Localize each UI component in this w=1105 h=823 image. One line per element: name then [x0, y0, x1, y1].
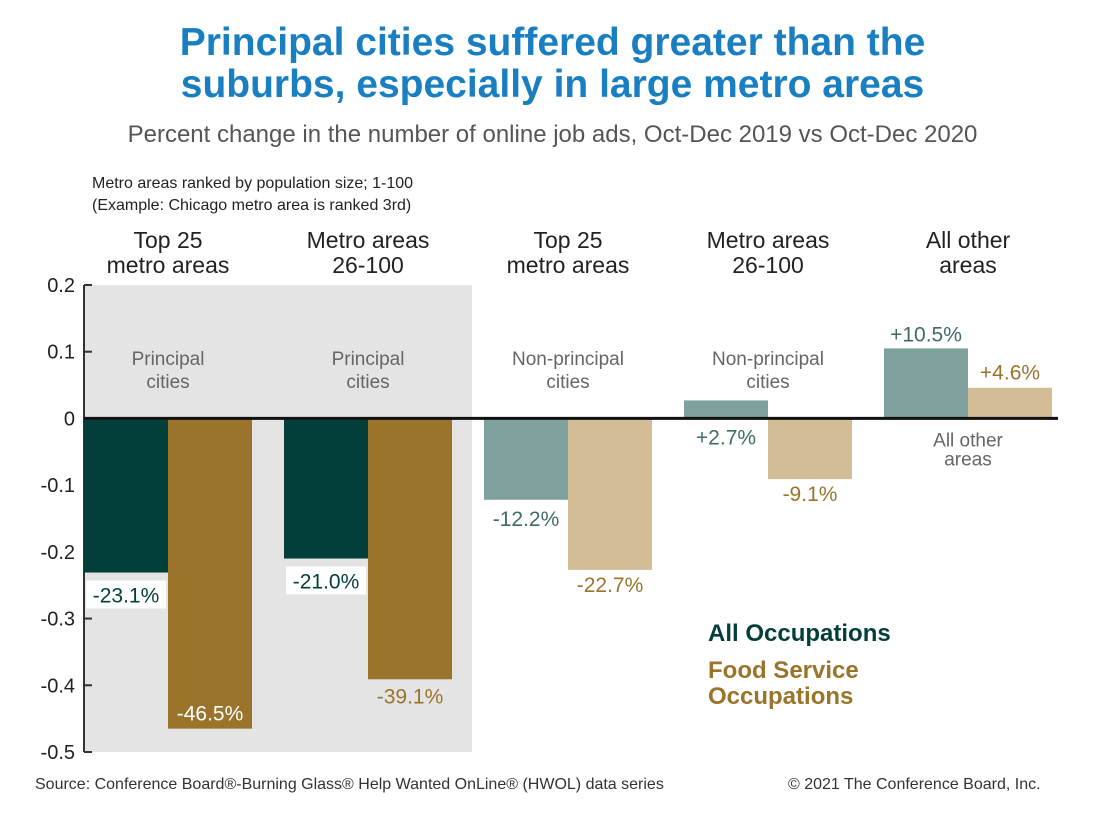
y-tick-label: -0.2 — [41, 542, 75, 564]
value-label-food: +4.6% — [980, 362, 1040, 385]
category-label: Principal — [132, 349, 205, 370]
bar-food-service — [568, 418, 652, 570]
y-tick-label: 0 — [64, 408, 75, 430]
ranking-note-line2: (Example: Chicago metro area is ranked 3… — [92, 197, 412, 214]
bar-all-occupations — [684, 400, 768, 419]
value-label-food: -39.1% — [377, 685, 444, 708]
group-header: 26-100 — [332, 252, 404, 278]
category-label: All other — [933, 430, 1003, 451]
group-header: metro areas — [107, 252, 230, 278]
group-header: Top 25 — [533, 227, 602, 253]
y-tick-label: -0.4 — [41, 675, 75, 697]
copyright-note: © 2021 The Conference Board, Inc. — [788, 776, 1041, 793]
chart-title-line1: Principal cities suffered greater than t… — [179, 21, 926, 64]
bar-all-occupations — [884, 348, 968, 419]
value-label-all: -23.1% — [93, 585, 160, 608]
y-tick-label: 0.1 — [47, 342, 75, 364]
chart-title: Principal cities suffered greater than t… — [0, 22, 1105, 106]
bar-all-occupations — [484, 418, 568, 500]
value-label-all: -12.2% — [493, 508, 560, 531]
ranking-note-line1: Metro areas ranked by population size; 1… — [92, 175, 414, 192]
value-label-all: -21.0% — [293, 571, 360, 594]
category-label: cities — [546, 372, 589, 393]
value-label-food: -9.1% — [783, 483, 838, 506]
value-label-bg — [286, 566, 366, 595]
category-label: areas — [944, 449, 992, 470]
category-label: Non-principal — [712, 349, 824, 370]
bar-all-occupations — [284, 418, 368, 559]
value-label-all: +2.7% — [696, 426, 756, 449]
chart-subtitle: Percent change in the number of online j… — [127, 121, 978, 148]
category-label: Principal — [332, 349, 405, 370]
group-header: areas — [939, 252, 997, 278]
bar-all-occupations — [84, 418, 168, 573]
legend-food-service-line2: Occupations — [708, 683, 854, 710]
group-header: All other — [926, 227, 1011, 253]
group-header: Metro areas — [307, 227, 430, 253]
bar-food-service — [368, 418, 452, 680]
group-header: Metro areas — [707, 227, 830, 253]
legend-food-service-line1: Food Service — [708, 657, 859, 684]
category-label: cities — [746, 372, 789, 393]
value-label-all: +10.5% — [890, 323, 962, 346]
group-header: metro areas — [507, 252, 630, 278]
category-label: cities — [346, 372, 389, 393]
y-tick-label: 0.2 — [47, 275, 75, 297]
y-tick-label: -0.5 — [41, 742, 75, 764]
source-note: Source: Conference Board®-Burning Glass®… — [35, 776, 664, 793]
value-label-bg — [86, 580, 166, 609]
bar-food-service — [168, 418, 252, 729]
bar-food-service — [768, 418, 852, 480]
y-tick-label: -0.3 — [41, 609, 75, 631]
category-label: cities — [146, 372, 189, 393]
group-header: Top 25 — [133, 227, 202, 253]
category-label: Non-principal — [512, 349, 624, 370]
y-tick-label: -0.1 — [41, 475, 75, 497]
chart-title-line2: suburbs, especially in large metro areas — [180, 63, 925, 106]
value-label-food: -46.5% — [177, 703, 244, 726]
bar-food-service — [968, 387, 1052, 419]
group-header: 26-100 — [732, 252, 804, 278]
legend-all-occupations: All Occupations — [708, 620, 891, 647]
value-label-food: -22.7% — [577, 574, 644, 597]
